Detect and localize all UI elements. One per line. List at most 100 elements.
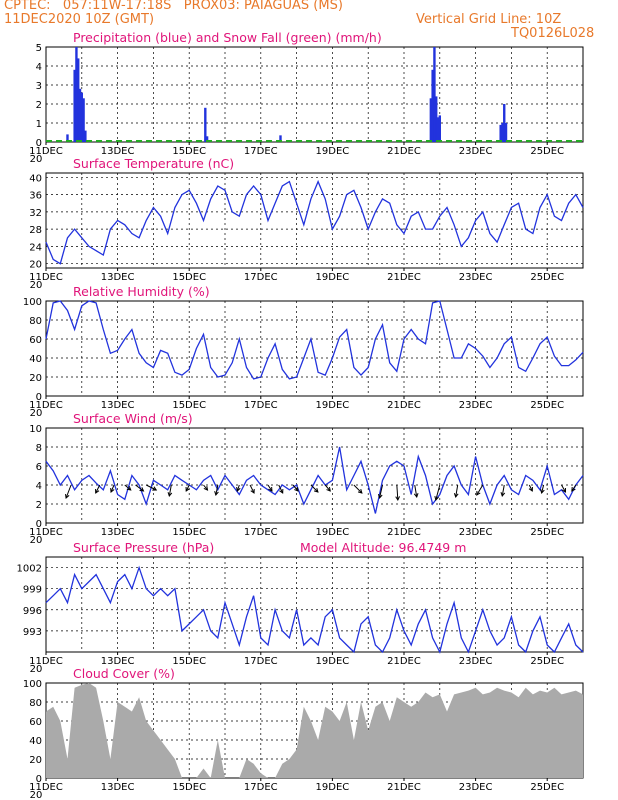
y-tick-label: 80 [29,698,42,709]
precip-bar [73,69,76,142]
y-tick-label: 999 [23,585,42,596]
wind-arrow-head [279,488,284,494]
wind-arrow [124,484,132,491]
wind-arrow-head [185,486,190,492]
year-label: 20 [30,535,43,546]
wind-arrow [95,484,101,494]
wind-arrow [476,484,484,496]
wind-arrow [278,484,284,494]
y-tick-label: 20 [29,260,42,271]
precip-bar [504,123,508,142]
wind-arrow [185,484,190,492]
y-tick-label: 2 [36,500,42,511]
y-tick-label: 1002 [17,564,42,575]
wind-arrow-head [561,487,567,493]
x-tick-label: 11DEC [29,527,63,538]
series-line [45,565,584,654]
cloud-area [46,683,583,778]
wind-arrow-head [294,486,299,492]
x-tick-label: 25DEC [530,146,564,157]
precip-bar [501,123,504,142]
header-model-id: TQ0126L028 [511,26,595,41]
x-tick-label: 11DEC [29,146,63,157]
x-tick-label: 19DEC [316,400,350,411]
series-line [45,446,584,514]
header-line-1: CPTEC: 057:11W-17:18S PROX03: PAIAGUAS (… [4,0,343,13]
wind-arrow [435,484,441,501]
precip-bar [80,92,83,142]
wind-arrow-head [95,488,100,494]
x-tick-label: 17DEC [244,272,278,283]
x-tick-label: 17DEC [244,782,278,793]
panel-title: Precipitation (blue) and Snow Fall (gree… [73,30,382,45]
y-tick-label: 2 [36,100,42,111]
wind-arrow [310,484,319,493]
precip-bar [66,134,69,142]
x-tick-label: 23DEC [459,527,493,538]
wind-arrow [215,484,219,496]
panel-title: Surface Temperature (nC) [73,156,234,171]
wind-arrow-head [453,493,459,499]
wind-arrow [396,484,399,501]
y-tick-label: 28 [29,225,42,236]
x-tick-label: 19DEC [316,527,350,538]
model-altitude: Model Altitude: 96.4749 m [300,540,466,555]
y-tick-label: 20 [29,373,42,384]
wind-arrow [541,484,545,494]
y-tick-label: 4 [36,62,42,73]
wind-arrow-head [126,486,132,491]
x-tick-label: 21DEC [387,527,421,538]
panel-frame [45,300,584,397]
panel-title: Relative Humidity (%) [73,284,210,299]
series-line [45,179,584,265]
x-tick-label: 19DEC [316,656,350,667]
wind-arrow-head [540,489,545,495]
y-tick-label: 0 [36,138,42,149]
x-tick-label: 15DEC [172,527,206,538]
wind-arrow-head [214,491,219,497]
x-tick-label: 23DEC [459,782,493,793]
precip-bar [435,96,438,142]
x-tick-label: 19DEC [316,272,350,283]
x-tick-label: 13DEC [101,400,135,411]
x-tick-label: 13DEC [101,272,135,283]
y-tick-label: 40 [29,354,42,365]
header-grid-note: Vertical Grid Line: 10Z [416,12,562,27]
wind-arrow [379,484,384,499]
x-tick-label: 19DEC [316,146,350,157]
year-label: 20 [30,664,43,675]
x-tick-label: 13DEC [101,146,135,157]
y-tick-label: 36 [29,191,42,202]
wind-arrow [353,484,363,494]
wind-arrow [571,484,577,492]
wind-arrow-head [152,486,158,491]
y-tick-label: 60 [29,717,42,728]
wind-arrow [267,484,273,492]
wind-arrow [455,484,459,498]
x-tick-label: 15DEC [172,656,206,667]
x-tick-label: 13DEC [101,527,135,538]
x-tick-label: 23DEC [459,272,493,283]
wind-arrow [501,484,505,497]
y-tick-label: 3 [36,81,42,92]
x-tick-label: 11DEC [29,400,63,411]
precip-bar [499,124,502,142]
panel-frame [45,427,584,524]
wind-arrow [249,484,255,494]
x-tick-label: 11DEC [29,782,63,793]
wind-arrow [236,484,240,492]
precip-bar [205,136,209,142]
y-tick-label: 1 [36,119,42,130]
wind-arrow [135,484,144,492]
wind-arrow-head [313,488,319,493]
wind-arrow-head [500,492,506,498]
wind-arrow-head [434,495,439,502]
x-tick-label: 23DEC [459,400,493,411]
wind-arrow [292,484,299,492]
y-tick-label: 0 [36,774,42,785]
wind-arrow-head [250,488,255,494]
precip-bar [204,107,207,142]
wind-arrow [414,484,418,498]
x-tick-label: 25DEC [530,782,564,793]
year-label: 20 [30,790,43,800]
